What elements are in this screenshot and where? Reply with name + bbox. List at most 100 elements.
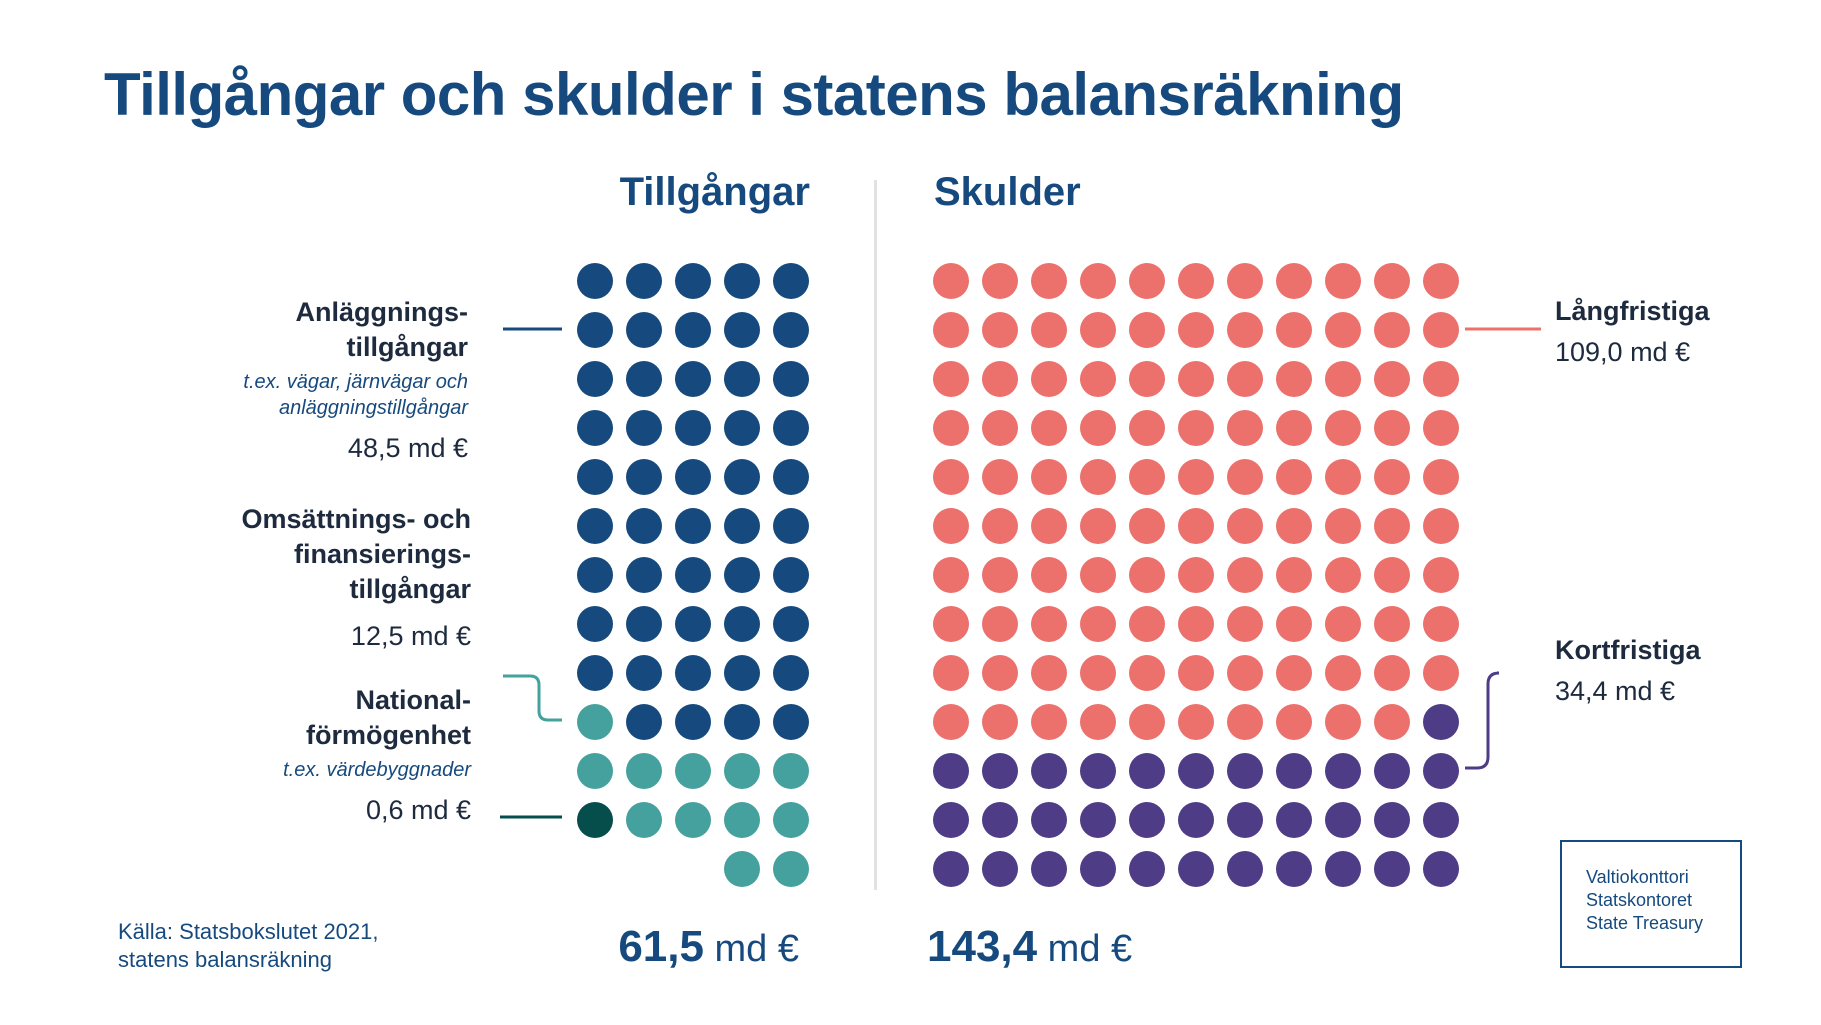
dot-kortfristiga — [1080, 753, 1116, 789]
page-title: Tillgångar och skulder i statens balansr… — [104, 61, 1404, 128]
logo-line2: Statskontoret — [1586, 890, 1693, 910]
source-line1: Källa: Statsbokslutet 2021, — [118, 919, 379, 944]
dot-langfristiga — [1325, 312, 1361, 348]
column-divider — [874, 180, 877, 890]
dot-langfristiga — [1129, 704, 1165, 740]
dot-anlaggningstillgangar — [773, 263, 809, 299]
dot-anlaggningstillgangar — [577, 655, 613, 691]
dot-langfristiga — [982, 655, 1018, 691]
label-anlaggning-value: 48,5 md € — [347, 433, 468, 463]
dot-langfristiga — [982, 557, 1018, 593]
dot-langfristiga — [1080, 361, 1116, 397]
dot-langfristiga — [982, 312, 1018, 348]
dot-langfristiga — [982, 508, 1018, 544]
liabilities-total-unit: md € — [1047, 928, 1133, 970]
dot-langfristiga — [1129, 655, 1165, 691]
dot-langfristiga — [1129, 459, 1165, 495]
dot-langfristiga — [1031, 704, 1067, 740]
dot-anlaggningstillgangar — [773, 508, 809, 544]
dot-langfristiga — [1423, 361, 1459, 397]
dot-kortfristiga — [1276, 851, 1312, 887]
dot-kortfristiga — [1129, 753, 1165, 789]
dot-kortfristiga — [1325, 753, 1361, 789]
dot-langfristiga — [1276, 361, 1312, 397]
dot-omsattningstillgangar — [577, 802, 613, 838]
dot-langfristiga — [982, 704, 1018, 740]
dot-anlaggningstillgangar — [724, 459, 760, 495]
dot-langfristiga — [1031, 361, 1067, 397]
dot-langfristiga — [1178, 655, 1214, 691]
dot-langfristiga — [1276, 704, 1312, 740]
dot-langfristiga — [933, 410, 969, 446]
label-national-note: t.ex. värdebyggnader — [283, 759, 471, 781]
dot-langfristiga — [1129, 263, 1165, 299]
dot-langfristiga — [933, 361, 969, 397]
logo-line1: Valtiokonttori — [1586, 867, 1689, 887]
dot-nationalformogenhet — [577, 704, 613, 740]
dot-langfristiga — [1227, 459, 1263, 495]
liabilities-dot-grid — [933, 263, 1459, 887]
dot-langfristiga — [1080, 312, 1116, 348]
dot-nationalformogenhet — [724, 753, 760, 789]
dot-kortfristiga — [1227, 851, 1263, 887]
dot-langfristiga — [1080, 704, 1116, 740]
dot-anlaggningstillgangar — [724, 704, 760, 740]
dot-langfristiga — [1325, 606, 1361, 642]
label-omsattning-value: 12,5 md € — [350, 621, 471, 651]
dot-nationalformogenhet — [577, 753, 613, 789]
dot-kortfristiga — [933, 802, 969, 838]
dot-anlaggningstillgangar — [675, 508, 711, 544]
dot-anlaggningstillgangar — [626, 263, 662, 299]
connector-kortfristiga — [1465, 671, 1500, 770]
dot-langfristiga — [1178, 361, 1214, 397]
dot-anlaggningstillgangar — [675, 606, 711, 642]
dot-nationalformogenhet — [773, 753, 809, 789]
dot-kortfristiga — [1031, 851, 1067, 887]
assets-total-unit: md € — [714, 928, 799, 970]
dot-langfristiga — [1031, 410, 1067, 446]
dot-kortfristiga — [982, 851, 1018, 887]
dot-langfristiga — [982, 410, 1018, 446]
dot-langfristiga — [1129, 410, 1165, 446]
dot-nationalformogenhet — [724, 851, 760, 887]
dot-kortfristiga — [1374, 851, 1410, 887]
dot-kortfristiga — [1423, 704, 1459, 740]
dot-anlaggningstillgangar — [773, 312, 809, 348]
dot-langfristiga — [1080, 410, 1116, 446]
dot-langfristiga — [933, 312, 969, 348]
dot-langfristiga — [982, 606, 1018, 642]
dot-langfristiga — [1423, 410, 1459, 446]
dot-langfristiga — [1325, 410, 1361, 446]
dot-langfristiga — [933, 606, 969, 642]
liabilities-total-value: 143,4 — [927, 922, 1038, 971]
dot-langfristiga — [1129, 508, 1165, 544]
dot-langfristiga — [1080, 263, 1116, 299]
label-nationalformogenhet: National- förmögenhet t.ex. värdebyggnad… — [283, 683, 471, 827]
dot-langfristiga — [1374, 606, 1410, 642]
label-langfristiga-value: 109,0 md € — [1555, 337, 1691, 367]
dot-langfristiga — [1374, 361, 1410, 397]
dot-kortfristiga — [982, 802, 1018, 838]
dot-langfristiga — [982, 263, 1018, 299]
dot-anlaggningstillgangar — [724, 557, 760, 593]
dot-langfristiga — [1276, 655, 1312, 691]
dot-anlaggningstillgangar — [675, 361, 711, 397]
dot-langfristiga — [1423, 459, 1459, 495]
dot-langfristiga — [1178, 704, 1214, 740]
dot-kortfristiga — [1423, 851, 1459, 887]
assets-total-value: 61,5 — [618, 922, 704, 971]
dot-anlaggningstillgangar — [773, 557, 809, 593]
dot-anlaggningstillgangar — [626, 704, 662, 740]
dot-langfristiga — [1227, 508, 1263, 544]
dot-anlaggningstillgangar — [675, 655, 711, 691]
dot-kortfristiga — [1423, 802, 1459, 838]
dot-langfristiga — [1178, 557, 1214, 593]
label-anlaggningstillgangar: Anläggnings- tillgångar t.ex. vägar, jär… — [243, 295, 468, 465]
dot-anlaggningstillgangar — [773, 410, 809, 446]
dot-kortfristiga — [982, 753, 1018, 789]
dot-langfristiga — [1227, 704, 1263, 740]
dot-langfristiga — [1276, 508, 1312, 544]
dot-kortfristiga — [1031, 753, 1067, 789]
dot-anlaggningstillgangar — [626, 312, 662, 348]
